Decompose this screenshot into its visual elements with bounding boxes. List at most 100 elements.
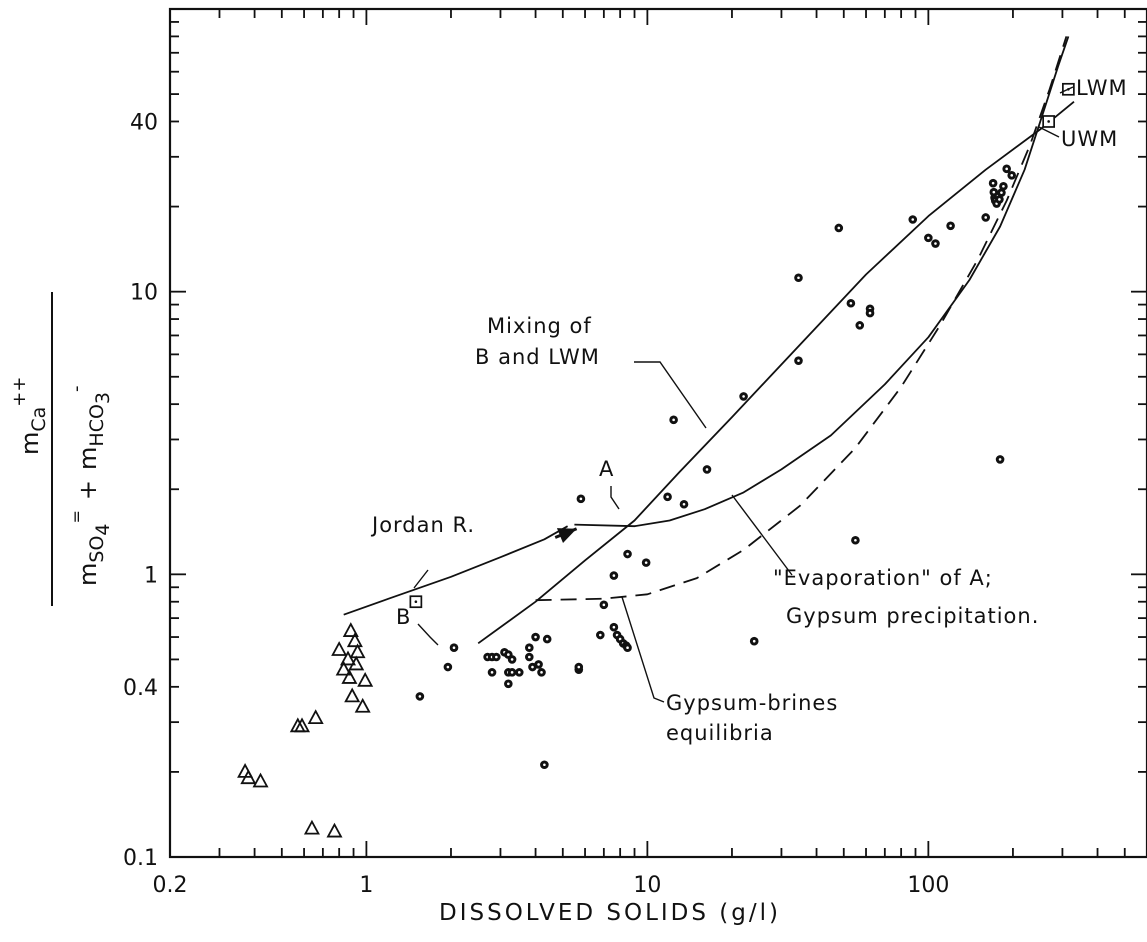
- annotation-mixing: Mixing of: [487, 314, 592, 338]
- data-point-dot-center: [742, 395, 745, 398]
- data-point-dot-center: [626, 552, 629, 556]
- axis-ticks: [169, 8, 1147, 858]
- data-point-triangle: [293, 717, 311, 733]
- x-tick-label: 10: [633, 873, 661, 898]
- data-point-dot-center: [543, 763, 546, 767]
- curves: [343, 36, 1075, 645]
- data-point-dot-center: [528, 646, 531, 650]
- data-point-dot-center: [837, 226, 841, 230]
- data-point-dot-center: [418, 695, 422, 698]
- curve-dashed: [535, 36, 1068, 602]
- data-point-triangle: [357, 671, 374, 687]
- data-point-dot-center: [854, 538, 857, 542]
- data-point-dot-center: [510, 671, 514, 674]
- data-point-triangle: [335, 660, 352, 676]
- x-axis-title: DISSOLVED SOLIDS (g/l): [439, 900, 781, 926]
- x-tick-label: 0.2: [153, 873, 188, 898]
- data-point-dot-center: [752, 639, 756, 643]
- data-point-dot-center: [984, 216, 988, 219]
- data-point-dot-center: [797, 359, 800, 362]
- data-point-dot-center: [868, 311, 872, 315]
- data-point-triangle: [344, 687, 361, 703]
- annotation-gypsum: equilibria: [666, 721, 774, 745]
- data-point-triangle: [240, 769, 257, 785]
- data-point-dot-center: [510, 658, 514, 661]
- data-point-dot-center: [577, 665, 581, 669]
- data-point-triangle: [341, 669, 358, 684]
- data-point-dot-center: [849, 301, 853, 305]
- arrow-head: [556, 528, 577, 543]
- y-tick-label: 1: [144, 563, 158, 588]
- data-point-dot-center: [579, 497, 583, 501]
- data-point-dot-center: [927, 236, 930, 240]
- data-point-dot-center: [545, 637, 549, 641]
- annotation-mixing: B and LWM: [475, 345, 600, 369]
- data-point-dot-center: [612, 625, 616, 629]
- y-label-denominator: mSO4=+mHCO3-: [66, 385, 114, 586]
- data-point-triangle: [307, 709, 324, 725]
- annotation-lwm: LWM: [1076, 76, 1128, 100]
- data-point-triangle: [252, 772, 269, 788]
- data-point-dot-center: [540, 671, 543, 674]
- data-point-dot-center: [534, 635, 537, 639]
- data-point-dot-center: [644, 561, 648, 564]
- data-point-dot-center: [998, 458, 1002, 461]
- data-point-dot-center: [992, 190, 996, 194]
- data-point-dot-center: [682, 502, 686, 506]
- data-point-dot-center: [1005, 167, 1008, 171]
- annotations: Mixing of B and LWM Jordan R. A B "Evapo…: [370, 76, 1128, 745]
- x-tick-label: 100: [907, 873, 949, 898]
- data-point-dot-center: [1000, 191, 1003, 194]
- annotation-a: A: [599, 457, 614, 481]
- data-point-dot-center: [672, 418, 675, 422]
- data-point-dot-center: [911, 218, 915, 221]
- x-tick-label: 1: [359, 873, 373, 898]
- data-point-dot-center: [949, 224, 952, 228]
- data-point-dot-center: [934, 242, 937, 245]
- data-point-dot-center: [705, 468, 709, 471]
- data-point-dot-center: [507, 653, 510, 656]
- data-point-triangle: [331, 641, 348, 656]
- annotation-uwm: UWM: [1061, 127, 1118, 151]
- plot-frame: [168, 7, 1147, 859]
- annotation-leaders: [413, 86, 1074, 703]
- y-tick-label: 0.4: [123, 676, 158, 701]
- y-tick-label: 0.1: [123, 846, 158, 871]
- data-point-dot-center: [517, 671, 521, 674]
- data-point-dot-center: [1010, 174, 1014, 177]
- annotation-evaporation: Gypsum precipitation.: [786, 604, 1039, 628]
- data-point-dot-center: [797, 276, 800, 280]
- data-point-dot-center: [1002, 184, 1005, 188]
- data-point-dot-center: [612, 574, 616, 577]
- y-tick-label: 40: [130, 110, 158, 135]
- annotation-b: B: [396, 605, 411, 629]
- data-point-dot-center: [666, 495, 669, 499]
- data-point-triangle: [326, 822, 343, 838]
- curve-solid: [574, 36, 1070, 528]
- data-point-triangle: [348, 655, 365, 671]
- annotation-jordan: Jordan R.: [370, 513, 475, 537]
- tick-labels: 0.2 1 10 100 0.1 0.4 1 10 40: [123, 110, 949, 898]
- data-point-dot-center: [446, 665, 450, 669]
- data-point-dot-center: [528, 655, 531, 659]
- data-points: [237, 82, 1075, 838]
- data-point-dot-center: [490, 671, 494, 674]
- data-point-dot-center: [998, 198, 1001, 201]
- data-point-triangle: [303, 819, 320, 835]
- data-point-dot-center: [452, 646, 456, 650]
- curve-solid: [477, 101, 1075, 645]
- data-point-triangle: [346, 632, 363, 648]
- data-point-dot-center: [991, 181, 995, 185]
- data-point-dot-center: [531, 665, 534, 669]
- data-point-dot-center: [537, 663, 540, 666]
- curve-solid: [343, 525, 569, 616]
- annotation-evaporation: "Evaporation" of A;: [773, 566, 993, 590]
- y-label-numerator: mCa++: [9, 377, 50, 455]
- data-point-triangle: [342, 622, 359, 637]
- data-point-dot-center: [858, 324, 862, 327]
- data-point-dot-center: [602, 603, 606, 607]
- data-point-dot-center: [495, 655, 498, 659]
- data-point-dot-center: [507, 682, 510, 686]
- data-point-triangle: [339, 650, 357, 666]
